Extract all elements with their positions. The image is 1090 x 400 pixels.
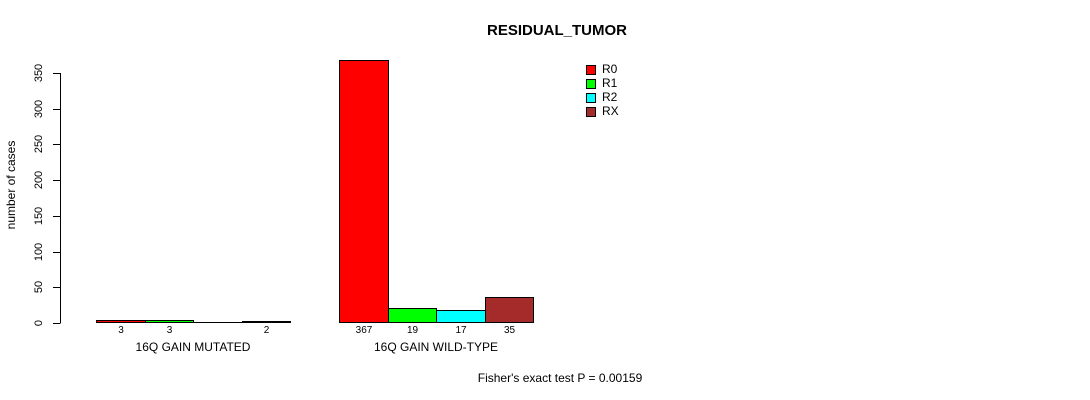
- x-axis-category-label: 16Q GAIN MUTATED: [135, 340, 251, 354]
- bar-r1-wild-type: [388, 308, 437, 323]
- legend-item-r1: R1: [586, 76, 619, 90]
- bar-value-label: 19: [406, 325, 419, 336]
- y-tick-label: 200: [33, 170, 45, 190]
- bar-value-label: 17: [455, 325, 467, 336]
- y-tick-label: 100: [33, 242, 45, 262]
- legend-item-r2: R2: [586, 90, 619, 104]
- bar-rx-mutated: [242, 321, 291, 323]
- y-tick-label: 0: [33, 319, 45, 327]
- legend-label: R2: [602, 90, 618, 104]
- bar-rx-wild-type: [485, 297, 534, 323]
- fisher-test-text: Fisher's exact test P = 0.00159: [477, 371, 643, 385]
- bar-r1-mutated: [145, 320, 194, 323]
- y-tick-label: 150: [33, 206, 45, 226]
- legend-label: R0: [602, 62, 618, 76]
- y-axis-title: number of cases: [4, 140, 18, 230]
- legend-swatch-r2: [586, 92, 596, 103]
- legend-swatch-r0: [586, 64, 596, 75]
- y-tick-label: 50: [33, 280, 45, 294]
- bar-r2-mutated: [193, 322, 243, 323]
- bar-value-label: 3: [118, 325, 124, 336]
- y-tick-label: 250: [33, 134, 45, 154]
- bar-value-label: 367: [355, 325, 373, 336]
- bar-value-label: 2: [263, 325, 270, 336]
- legend-label: RX: [602, 104, 619, 118]
- legend-item-rx: RX: [586, 104, 619, 118]
- legend: R0 R1 R2 RX: [586, 62, 619, 118]
- chart-title: RESIDUAL_TUMOR: [486, 22, 628, 39]
- bar-r0-mutated: [96, 320, 146, 323]
- legend-swatch-rx: [586, 106, 596, 117]
- y-tick-label: 350: [33, 63, 45, 83]
- bar-r0-wild-type: [339, 60, 389, 323]
- bar-value-label: 35: [503, 325, 516, 336]
- legend-label: R1: [602, 76, 618, 90]
- bar-value-label: 3: [166, 325, 173, 336]
- legend-swatch-r1: [586, 78, 596, 89]
- legend-item-r0: R0: [586, 62, 619, 76]
- bar-r2-wild-type: [436, 310, 486, 323]
- y-tick-label: 300: [33, 99, 45, 119]
- x-axis-category-label: 16Q GAIN WILD-TYPE: [373, 340, 499, 354]
